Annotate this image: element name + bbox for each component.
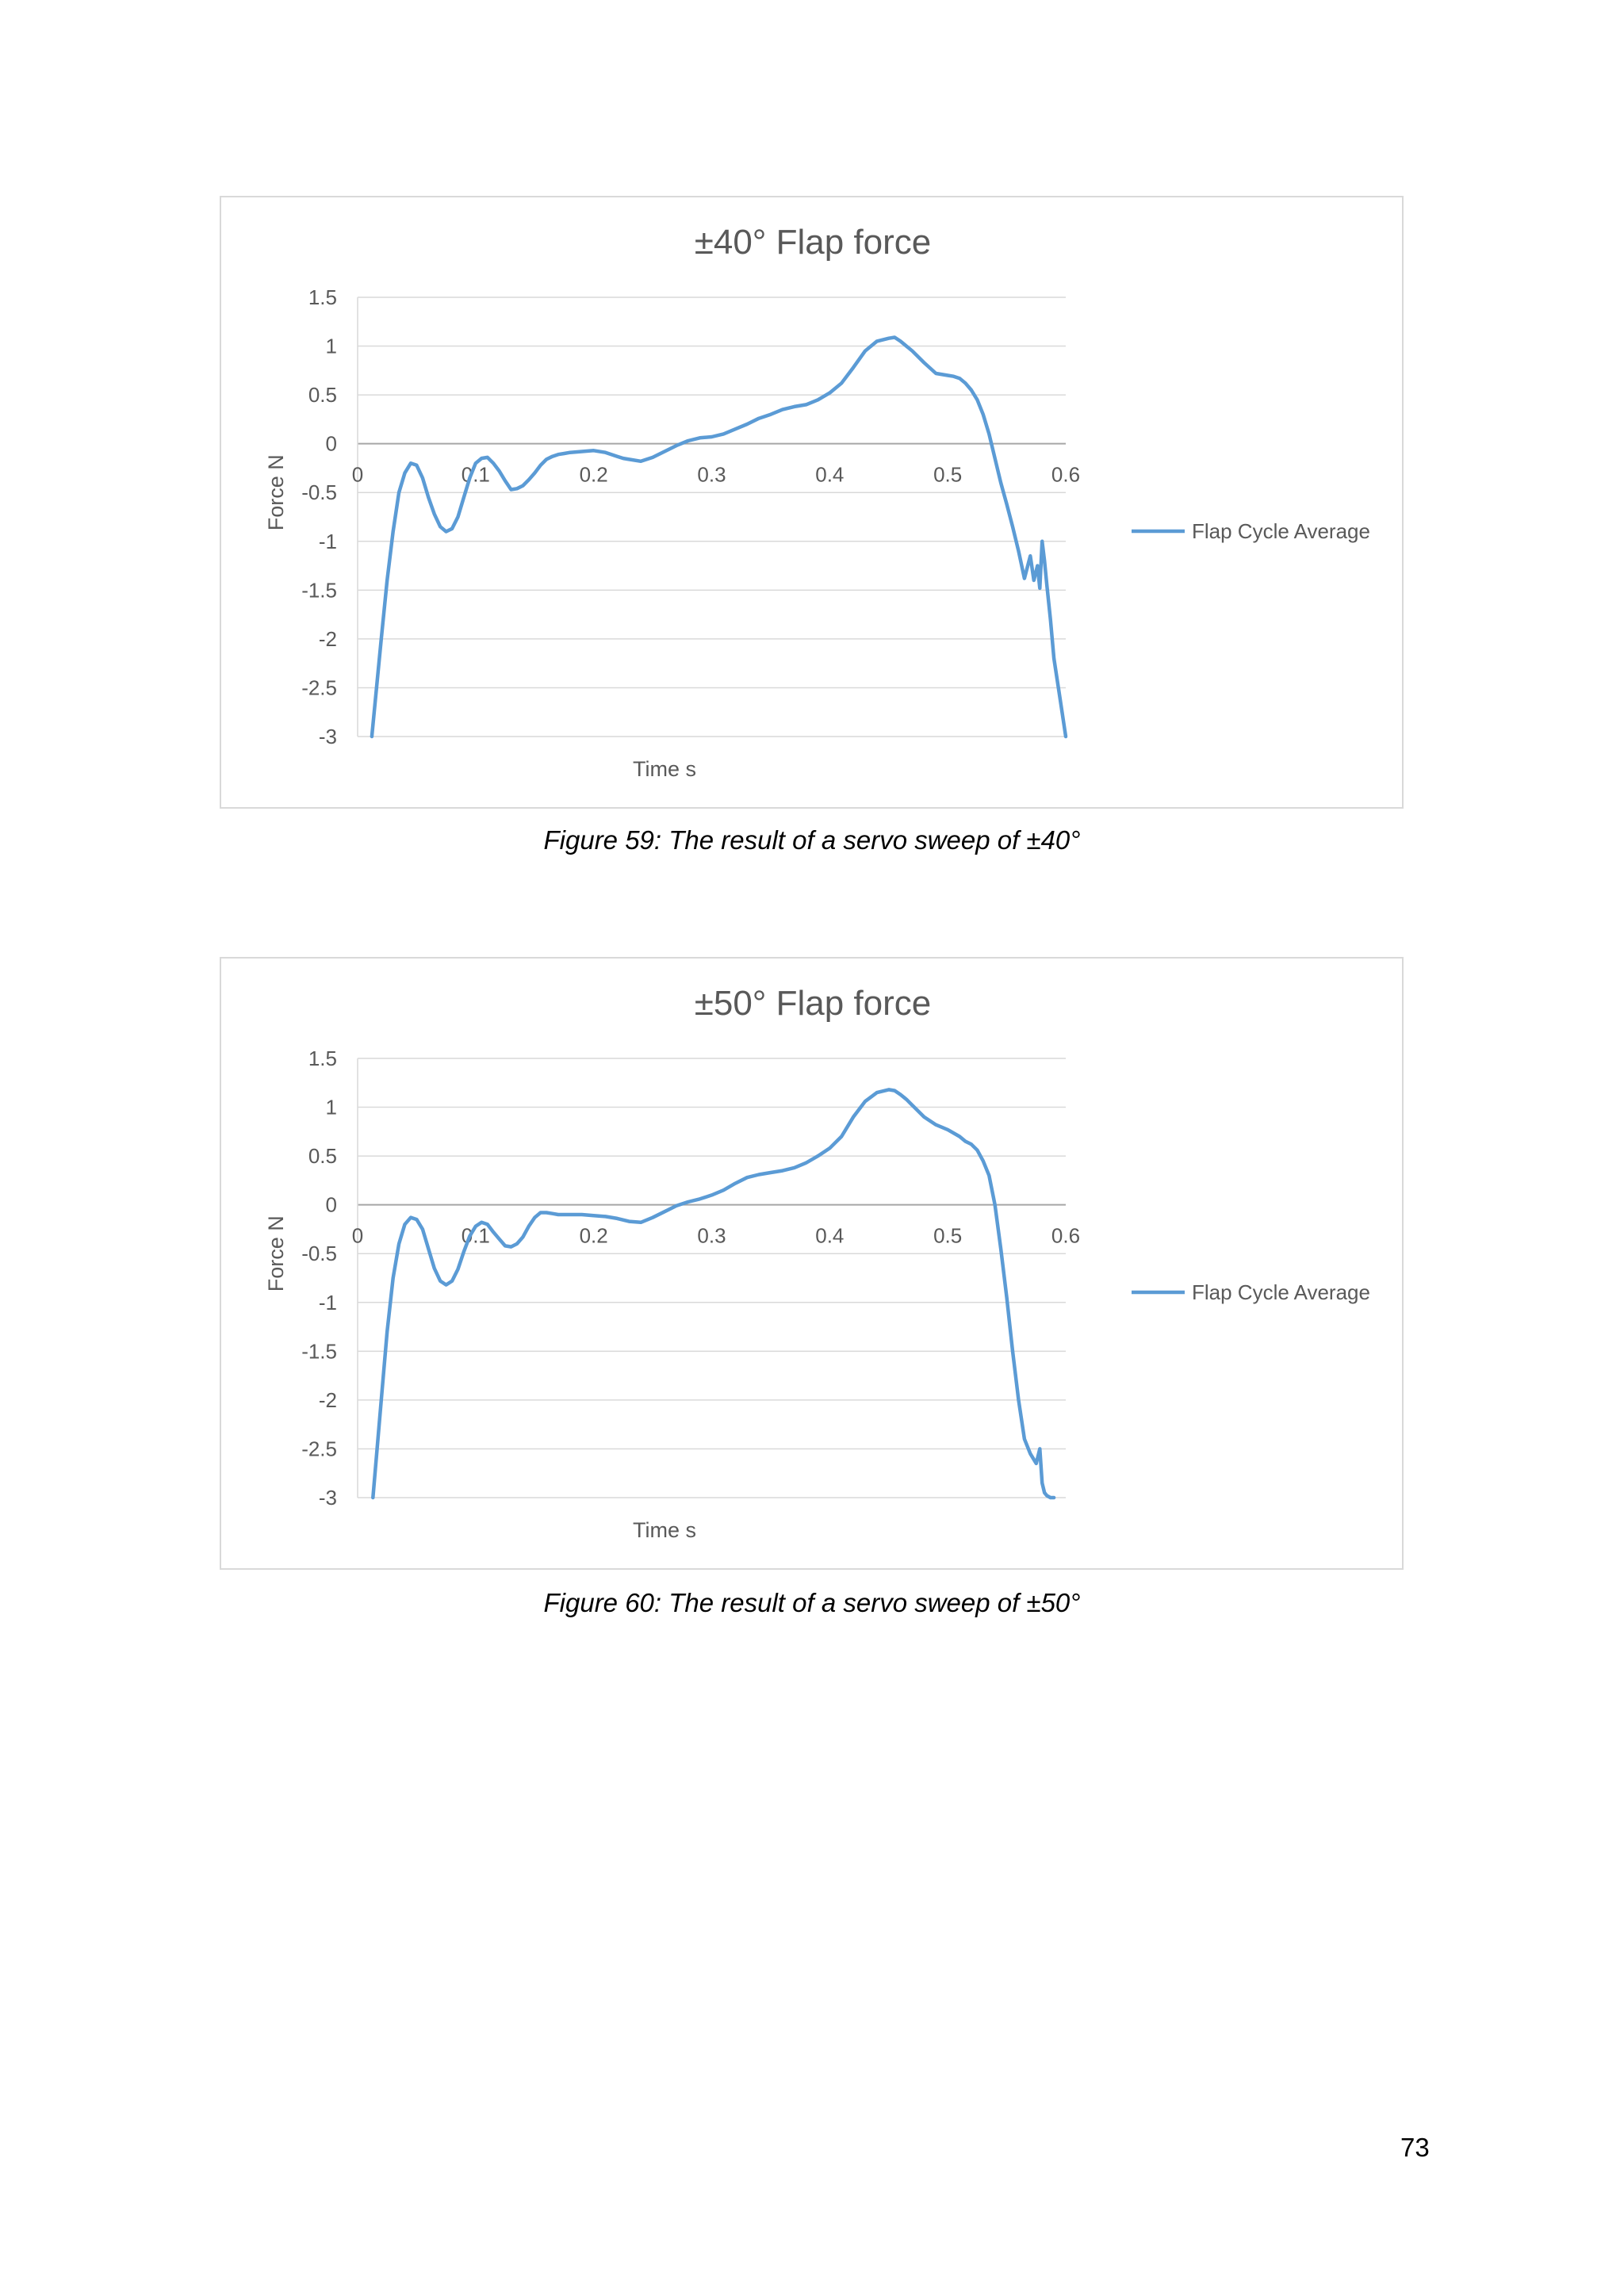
y-tick-label: -1: [319, 530, 337, 553]
x-tick-label: 0.3: [697, 463, 726, 487]
series-line-flap-cycle-average: [370, 335, 1068, 739]
y-tick-label: -1: [319, 1291, 337, 1314]
legend-label: Flap Cycle Average: [1192, 1280, 1370, 1304]
x-tick-label: 0: [352, 463, 363, 487]
page-number: 73: [1400, 2133, 1430, 2162]
y-tick-label: -1.5: [301, 1339, 337, 1363]
y-tick-label: 0: [326, 1193, 337, 1217]
y-tick-label: -2: [319, 627, 337, 651]
x-tick-label: 0.4: [815, 463, 844, 487]
y-axis-label: Force N: [264, 454, 288, 530]
legend-label: Flap Cycle Average: [1192, 519, 1370, 543]
figure-60-caption: Figure 60: The result of a servo sweep o…: [543, 1588, 1081, 1617]
chart-svg: ±50° Flap force 1.5 1 0.5 0 -0.5 -1 -1.5 -2 -2.5 -…: [264, 984, 1370, 1542]
y-tick-label: 1.5: [308, 285, 337, 309]
y-tick-label: -0.5: [301, 480, 337, 504]
chart-flap-force-40: ±40° Flap force 1.5 1 0.5 0 -0.5 -1 -1.5 -2 -2.5 -…: [220, 196, 1404, 809]
x-tick-label: 0: [352, 1224, 363, 1248]
y-tick-label: 1: [326, 335, 337, 358]
y-tick-label: -3: [319, 725, 337, 748]
chart-flap-force-50: ±50° Flap force 1.5 1 0.5 0 -0.5 -1 -1.5 -2 -2.5 -…: [220, 957, 1404, 1570]
y-tick-label: 1.5: [308, 1047, 337, 1070]
y-tick-label: 0.5: [308, 383, 337, 407]
x-tick-label: 0.2: [580, 1224, 608, 1248]
y-tick-label: 0.5: [308, 1144, 337, 1168]
series-line-flap-cycle-average: [371, 1088, 1056, 1500]
x-tick-label: 0.2: [580, 463, 608, 487]
y-tick-label: -0.5: [301, 1242, 337, 1265]
y-tick-label: 0: [326, 432, 337, 456]
y-tick-label: -3: [319, 1486, 337, 1510]
figure-59-caption: Figure 59: The result of a servo sweep o…: [543, 825, 1081, 855]
x-tick-label: 0.5: [933, 463, 962, 487]
x-tick-label: 0.4: [815, 1224, 844, 1248]
x-tick-label: 0.3: [697, 1224, 726, 1248]
chart-svg: ±40° Flap force 1.5 1 0.5 0 -0.5 -1 -1.5 -2 -2.5 -…: [264, 223, 1370, 781]
x-tick-label: 0.5: [933, 1224, 962, 1248]
y-tick-label: -1.5: [301, 578, 337, 602]
chart-title: ±40° Flap force: [695, 223, 932, 262]
x-tick-label: 0.6: [1051, 1224, 1080, 1248]
y-tick-label: -2.5: [301, 1437, 337, 1460]
x-axis-label: Time s: [633, 1518, 696, 1542]
y-tick-label: -2: [319, 1388, 337, 1412]
y-tick-label: 1: [326, 1096, 337, 1119]
y-axis-label: Force N: [264, 1215, 288, 1292]
y-tick-label: -2.5: [301, 675, 337, 699]
chart-title: ±50° Flap force: [695, 984, 932, 1023]
x-axis-label: Time s: [633, 757, 696, 781]
x-tick-label: 0.6: [1051, 463, 1080, 487]
